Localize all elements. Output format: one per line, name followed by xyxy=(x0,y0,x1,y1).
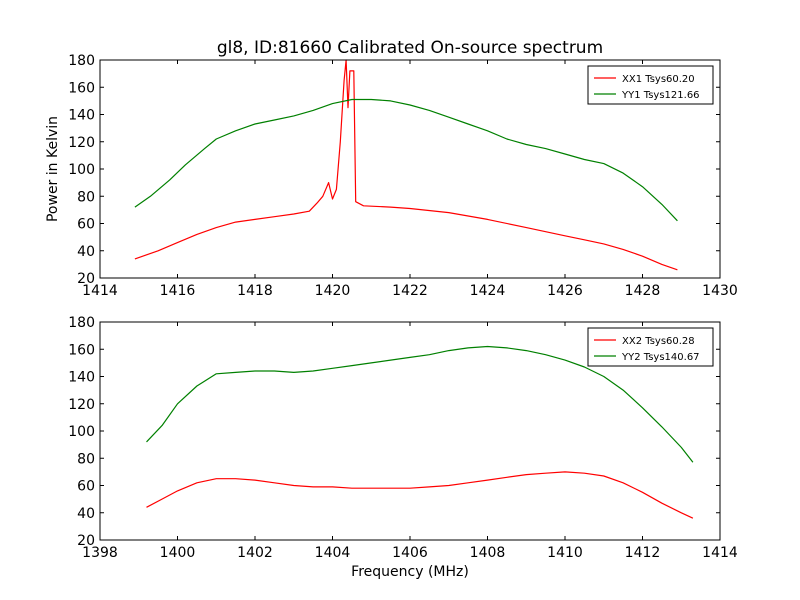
bottom-y-tick-label-4: 100 xyxy=(68,424,95,440)
top-chart-ticks-layer: 1414 1416 1418 1420 1422 1424 1426 1428 1430 20 40… xyxy=(68,53,738,299)
top-x-tick-label-7: 1428 xyxy=(625,283,661,299)
top-legend-label-1: YY1 Tsys121.66 xyxy=(621,90,700,101)
top-legend-box xyxy=(587,65,714,105)
top-series-line-1 xyxy=(134,98,678,222)
bottom-x-tick-label-4: 1406 xyxy=(392,545,428,561)
bottom-x-tick-label-0: 1398 xyxy=(82,545,118,561)
bottom-y-tick-label-3: 80 xyxy=(77,451,95,467)
bottom-x-tick-label-8: 1414 xyxy=(702,545,738,561)
top-y-tick-label-7: 160 xyxy=(68,80,95,96)
bottom-spectrum-chart: Frequency (MHz) 1398 1400 1402 1404 1406 1408… xyxy=(68,315,738,580)
top-x-tick-label-8: 1430 xyxy=(702,283,738,299)
bottom-x-tick-label-6: 1410 xyxy=(547,545,583,561)
bottom-x-tick-label-1: 1400 xyxy=(160,545,196,561)
bottom-y-tick-label-0: 20 xyxy=(77,533,95,549)
top-legend-label-0: XX1 Tsys60.20 xyxy=(622,74,695,85)
bottom-chart-x-axis-label: Frequency (MHz) xyxy=(351,564,469,580)
bottom-x-tick-label-7: 1412 xyxy=(625,545,661,561)
bottom-x-tick-label-2: 1402 xyxy=(237,545,273,561)
bottom-chart-ticks-layer: 1398 1400 1402 1404 1406 1408 1410 1412 1414 20 40… xyxy=(68,315,738,561)
bottom-y-tick-label-5: 120 xyxy=(68,397,95,413)
bottom-chart-series-layer xyxy=(146,345,694,519)
top-y-tick-label-8: 180 xyxy=(68,53,95,69)
bottom-series-line-1 xyxy=(146,345,694,463)
bottom-y-tick-label-8: 180 xyxy=(68,315,95,331)
top-chart-y-axis-label: Power in Kelvin xyxy=(45,116,61,222)
top-x-tick-label-2: 1418 xyxy=(237,283,273,299)
top-x-tick-label-3: 1420 xyxy=(315,283,351,299)
top-x-tick-label-5: 1424 xyxy=(470,283,506,299)
bottom-x-tick-label-3: 1404 xyxy=(315,545,351,561)
top-spectrum-chart: gl8, ID:81660 Calibrated On-source spect… xyxy=(45,38,738,299)
bottom-chart-plot-frame xyxy=(99,321,721,541)
top-x-tick-label-4: 1422 xyxy=(392,283,428,299)
bottom-y-tick-label-2: 60 xyxy=(77,479,95,495)
bottom-legend-box xyxy=(587,327,714,367)
top-y-tick-label-0: 20 xyxy=(77,271,95,287)
top-chart-title: gl8, ID:81660 Calibrated On-source spect… xyxy=(217,38,603,58)
top-chart-plot-frame xyxy=(99,59,721,279)
bottom-chart-legend: XX2 Tsys60.28 YY2 Tsys140.67 xyxy=(587,327,714,367)
top-y-tick-label-5: 120 xyxy=(68,135,95,151)
top-x-tick-label-6: 1426 xyxy=(547,283,583,299)
top-chart-legend: XX1 Tsys60.20 YY1 Tsys121.66 xyxy=(587,65,714,105)
top-y-tick-label-2: 60 xyxy=(77,217,95,233)
top-y-tick-label-4: 100 xyxy=(68,162,95,178)
bottom-y-tick-label-1: 40 xyxy=(77,506,95,522)
top-y-tick-label-3: 80 xyxy=(77,189,95,205)
bottom-legend-label-1: YY2 Tsys140.67 xyxy=(621,352,700,363)
top-x-tick-label-1: 1416 xyxy=(160,283,196,299)
bottom-y-tick-label-6: 140 xyxy=(68,370,95,386)
bottom-x-tick-label-5: 1408 xyxy=(470,545,506,561)
bottom-legend-label-0: XX2 Tsys60.28 xyxy=(622,336,695,347)
bottom-y-tick-label-7: 160 xyxy=(68,342,95,358)
bottom-series-line-0 xyxy=(146,471,694,519)
top-y-tick-label-6: 140 xyxy=(68,108,95,124)
top-x-tick-label-0: 1414 xyxy=(82,283,118,299)
top-y-tick-label-1: 40 xyxy=(77,244,95,260)
